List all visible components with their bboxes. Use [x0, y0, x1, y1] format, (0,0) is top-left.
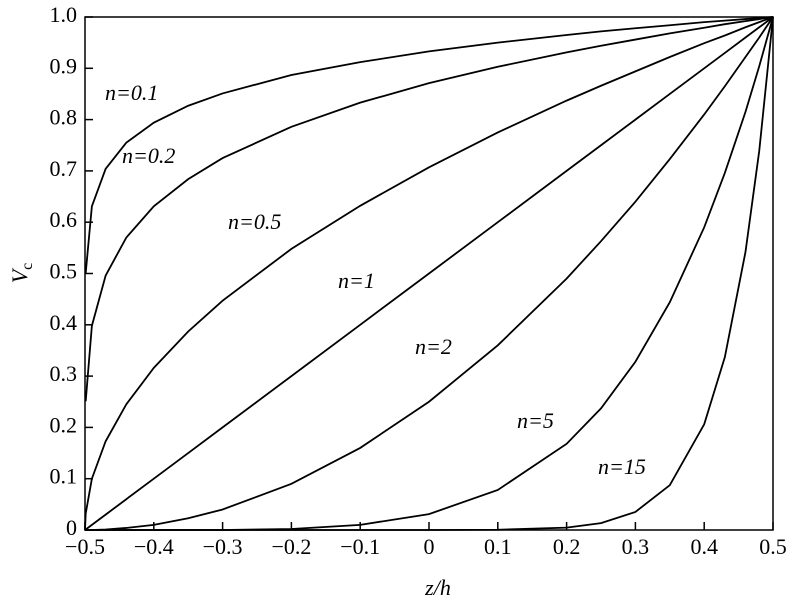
- x-tick-label: −0.5: [65, 534, 105, 559]
- x-tick-label: 0.5: [759, 534, 787, 559]
- curve: [84, 16, 774, 531]
- curve: [84, 16, 774, 402]
- x-axis-label: z/h: [424, 575, 451, 600]
- x-tick-label: 0.3: [622, 534, 650, 559]
- curve: [85, 16, 774, 531]
- curve-label: n=0.2: [122, 143, 175, 168]
- x-tick-label: 0.2: [553, 534, 581, 559]
- x-tick-label: −0.4: [134, 534, 174, 559]
- curve: [84, 16, 774, 531]
- curve-label: n=5: [517, 408, 554, 433]
- x-tick-label: −0.2: [271, 534, 311, 559]
- y-tick-label: 0.2: [50, 412, 78, 437]
- curve-label: n=1: [338, 268, 375, 293]
- y-tick-label: 0.1: [50, 464, 78, 489]
- y-tick-label: 0.4: [50, 310, 78, 335]
- y-axis-label-sub: c: [19, 263, 36, 270]
- curve-label: n=0.1: [105, 80, 158, 105]
- x-tick-label: 0.4: [690, 534, 718, 559]
- y-axis-label-main: V: [7, 267, 32, 283]
- x-tick-label: −0.3: [203, 534, 243, 559]
- curve-label: n=2: [415, 334, 452, 359]
- x-tick-label: −0.1: [340, 534, 380, 559]
- y-axis-label: Vc: [7, 263, 36, 284]
- curve-label: n=15: [598, 454, 646, 479]
- y-tick-label: 0.9: [50, 53, 78, 78]
- curve: [85, 16, 774, 531]
- y-tick-label: 0.6: [50, 207, 78, 232]
- x-tick-label: 0: [424, 534, 435, 559]
- curve-label: n=0.5: [228, 209, 281, 234]
- x-tick-label: 0.1: [484, 534, 512, 559]
- y-tick-label: 0.8: [50, 105, 78, 130]
- y-tick-label: 0.5: [50, 259, 78, 284]
- y-tick-label: 0.7: [50, 156, 78, 181]
- y-tick-label: 0: [66, 515, 77, 540]
- y-tick-label: 0.3: [50, 361, 78, 386]
- y-tick-label: 1.0: [50, 2, 78, 27]
- curve: [84, 16, 774, 274]
